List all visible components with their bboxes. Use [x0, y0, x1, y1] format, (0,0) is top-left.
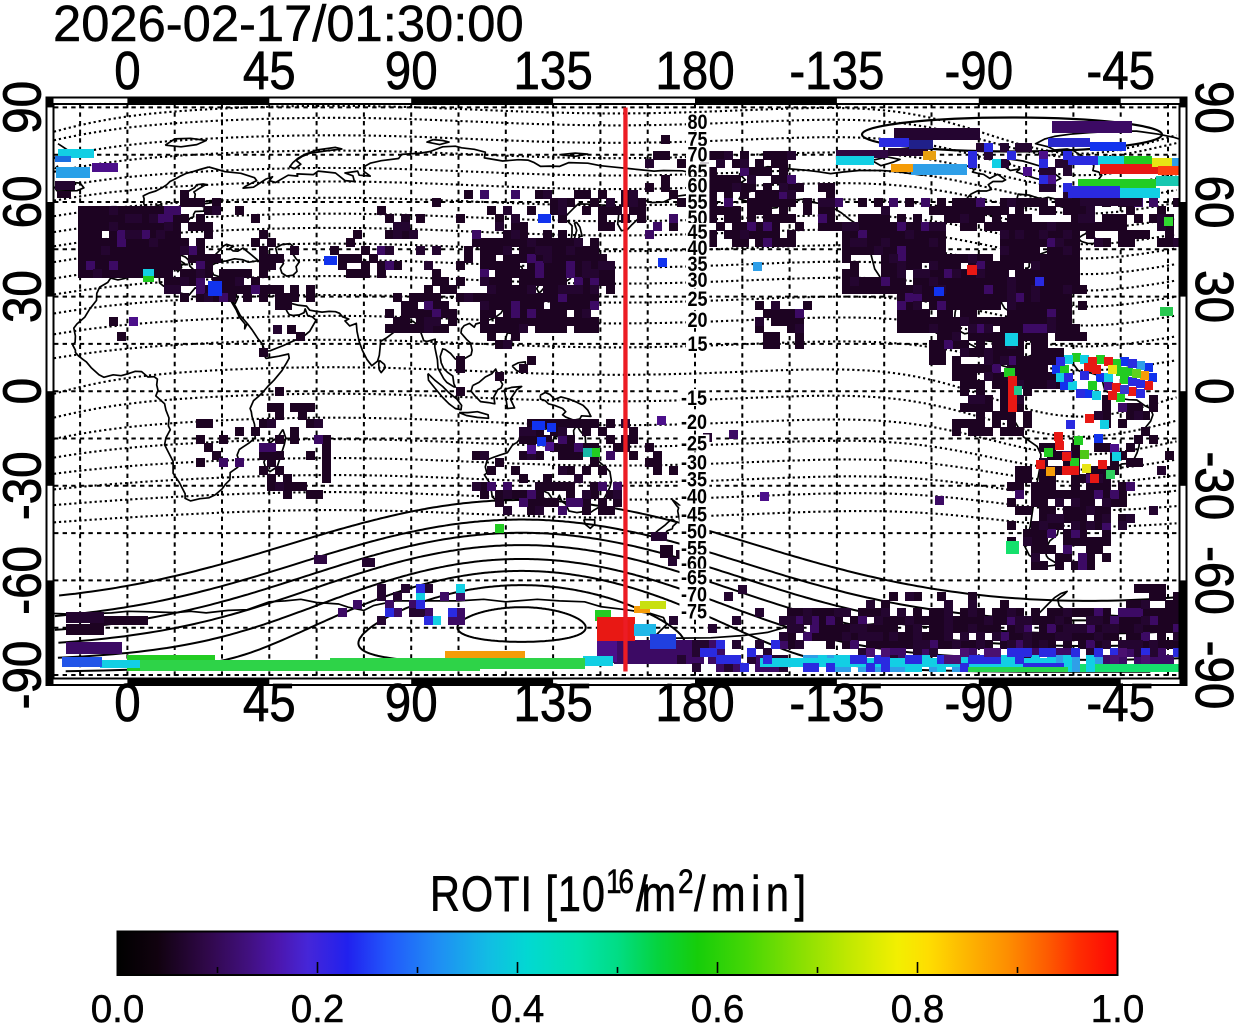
svg-text:180: 180: [655, 672, 734, 733]
svg-text:0.6: 0.6: [691, 988, 745, 1024]
svg-text:-135: -135: [789, 672, 884, 733]
svg-text:-25: -25: [681, 432, 707, 456]
svg-text:-15: -15: [681, 387, 707, 411]
svg-text:-30: -30: [1184, 451, 1240, 520]
svg-text:1.0: 1.0: [1091, 988, 1145, 1024]
svg-text:2: 2: [678, 862, 694, 900]
svg-text:45: 45: [243, 672, 296, 733]
svg-text:80: 80: [688, 111, 708, 135]
svg-text:180: 180: [655, 40, 734, 101]
svg-text:30: 30: [0, 270, 52, 323]
svg-text:0: 0: [114, 40, 140, 101]
svg-text:0.4: 0.4: [491, 988, 545, 1024]
svg-text:90: 90: [1184, 81, 1240, 134]
svg-text:-70: -70: [681, 583, 707, 607]
svg-text:-60: -60: [1184, 546, 1240, 615]
svg-text:-60: -60: [0, 546, 52, 615]
svg-text:-45: -45: [1086, 40, 1155, 101]
svg-text:30: 30: [688, 269, 708, 293]
svg-text:-40: -40: [681, 485, 707, 509]
svg-text:-65: -65: [681, 566, 707, 590]
svg-text:-30: -30: [681, 451, 707, 475]
svg-text:70: 70: [688, 143, 708, 167]
svg-text:135: 135: [513, 40, 592, 101]
svg-text:/min]: /min]: [694, 865, 806, 922]
svg-text:-45: -45: [681, 503, 707, 527]
svg-text:0.2: 0.2: [291, 988, 345, 1024]
svg-text:90: 90: [0, 81, 52, 134]
svg-text:-45: -45: [1086, 672, 1155, 733]
svg-text:45: 45: [688, 221, 708, 245]
svg-text:40: 40: [688, 237, 708, 261]
svg-text:-135: -135: [789, 40, 884, 101]
svg-text:-50: -50: [681, 520, 707, 544]
svg-text:60: 60: [1184, 176, 1240, 229]
svg-text:35: 35: [688, 253, 708, 277]
svg-text:20: 20: [688, 309, 708, 333]
svg-text:0: 0: [114, 672, 140, 733]
svg-text:25: 25: [688, 288, 708, 312]
svg-text:-90: -90: [944, 672, 1013, 733]
svg-text:90: 90: [385, 40, 438, 101]
svg-text:-90: -90: [1184, 641, 1240, 710]
svg-text:2026-02-17/01:30:00: 2026-02-17/01:30:00: [53, 0, 524, 52]
svg-text:16: 16: [606, 862, 634, 900]
svg-text:15: 15: [688, 333, 708, 357]
svg-text:30: 30: [1184, 270, 1240, 323]
svg-text:ROTI [10: ROTI [10: [430, 865, 605, 922]
svg-text:90: 90: [385, 672, 438, 733]
svg-text:0: 0: [0, 378, 52, 404]
svg-text:45: 45: [243, 40, 296, 101]
svg-text:-75: -75: [681, 600, 707, 624]
svg-text:/m: /m: [636, 865, 676, 922]
svg-text:-90: -90: [944, 40, 1013, 101]
svg-text:-35: -35: [681, 468, 707, 492]
svg-text:60: 60: [688, 174, 708, 198]
svg-text:-90: -90: [0, 641, 52, 710]
svg-text:0.8: 0.8: [891, 988, 945, 1024]
svg-text:60: 60: [0, 176, 52, 229]
svg-text:-30: -30: [0, 451, 52, 520]
svg-text:0: 0: [1184, 378, 1240, 404]
svg-text:-20: -20: [681, 411, 707, 435]
svg-text:135: 135: [513, 672, 592, 733]
svg-text:0.0: 0.0: [91, 988, 145, 1024]
svg-text:55: 55: [688, 191, 708, 215]
